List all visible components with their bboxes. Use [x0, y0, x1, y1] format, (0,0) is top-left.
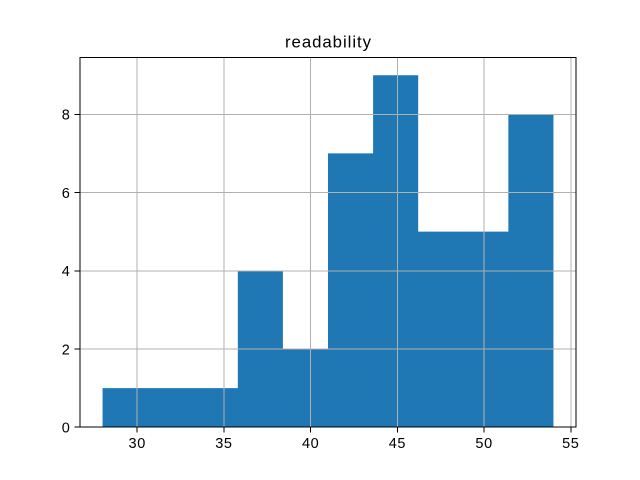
svg-text:50: 50 — [475, 436, 492, 452]
svg-text:2: 2 — [62, 342, 70, 358]
svg-text:readability: readability — [285, 33, 372, 52]
svg-text:0: 0 — [62, 421, 70, 437]
svg-text:4: 4 — [62, 264, 70, 280]
svg-text:45: 45 — [389, 436, 406, 452]
svg-text:55: 55 — [562, 436, 579, 452]
svg-text:30: 30 — [129, 436, 146, 452]
svg-text:8: 8 — [62, 108, 70, 124]
svg-text:6: 6 — [62, 186, 70, 202]
svg-text:40: 40 — [302, 436, 319, 452]
svg-text:35: 35 — [215, 436, 232, 452]
